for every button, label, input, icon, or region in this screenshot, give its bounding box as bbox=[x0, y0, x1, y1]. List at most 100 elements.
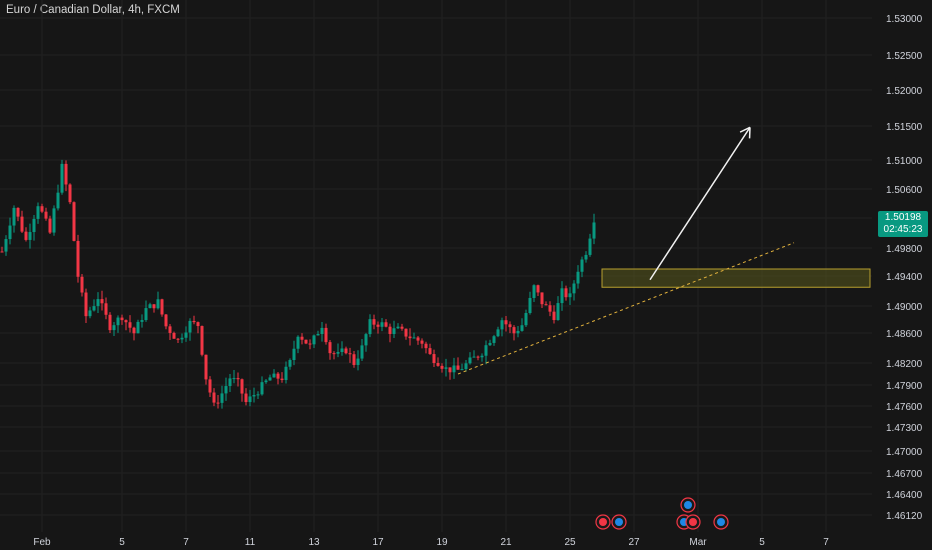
candle-body bbox=[416, 337, 420, 341]
y-tick-label: 1.47900 bbox=[886, 381, 923, 392]
candle-body bbox=[580, 259, 584, 272]
candle-body bbox=[48, 218, 52, 233]
x-tick-label: 19 bbox=[436, 537, 448, 548]
candle-body bbox=[284, 366, 288, 381]
y-tick-label: 1.50600 bbox=[886, 185, 923, 196]
x-tick-label: 7 bbox=[823, 537, 829, 548]
candle-body bbox=[72, 202, 76, 241]
candle-body bbox=[380, 322, 384, 327]
candle-body bbox=[128, 322, 132, 328]
candle-body bbox=[108, 314, 112, 331]
lightning-event-icon[interactable] bbox=[595, 514, 611, 530]
candle-body bbox=[408, 336, 412, 339]
candle-body bbox=[280, 378, 284, 381]
candle-body bbox=[196, 322, 200, 327]
candle-body bbox=[328, 342, 332, 354]
candle-body bbox=[264, 380, 268, 383]
candle-body bbox=[536, 285, 540, 293]
drawings[interactable] bbox=[457, 126, 795, 375]
candle-body bbox=[260, 382, 264, 395]
candle-body bbox=[404, 328, 408, 337]
x-tick-label: 21 bbox=[500, 537, 512, 548]
chart-title: Euro / Canadian Dollar, 4h, FXCM bbox=[6, 4, 180, 16]
candle-body bbox=[444, 367, 448, 369]
candle-body bbox=[464, 363, 468, 370]
x-tick-label: 13 bbox=[308, 537, 320, 548]
candle-body bbox=[572, 283, 576, 294]
candle-body bbox=[112, 325, 116, 331]
candle-body bbox=[524, 313, 528, 326]
candle-body bbox=[232, 378, 236, 380]
candle-body bbox=[376, 324, 380, 327]
candle-body bbox=[124, 320, 128, 323]
candle-body bbox=[8, 225, 12, 240]
event-dot bbox=[717, 518, 725, 526]
candle-body bbox=[144, 308, 148, 321]
candle-body bbox=[64, 163, 68, 185]
events[interactable] bbox=[595, 497, 729, 530]
candle-body bbox=[60, 163, 64, 193]
y-tick-label: 1.49400 bbox=[886, 272, 923, 283]
candle-body bbox=[588, 238, 592, 255]
candle-body bbox=[208, 379, 212, 393]
candle-body bbox=[172, 332, 176, 339]
candle-body bbox=[440, 365, 444, 369]
candle-body bbox=[352, 354, 356, 365]
candle-body bbox=[116, 317, 120, 326]
x-tick-label: 5 bbox=[119, 537, 125, 548]
candle-body bbox=[432, 354, 436, 363]
candle-body bbox=[40, 206, 44, 212]
candle-body bbox=[564, 288, 568, 298]
candle-body bbox=[80, 276, 84, 293]
candle-body bbox=[568, 293, 572, 298]
x-tick-label: 17 bbox=[372, 537, 384, 548]
candle-body bbox=[356, 358, 360, 365]
candle-body bbox=[56, 192, 60, 209]
candle-body bbox=[136, 321, 140, 334]
candle-body bbox=[368, 319, 372, 335]
candle-body bbox=[220, 393, 224, 403]
news-event-icon[interactable] bbox=[680, 497, 696, 513]
candle-body bbox=[476, 356, 480, 358]
supply-demand-zone[interactable] bbox=[601, 268, 871, 288]
candle-body bbox=[492, 336, 496, 343]
candle-body bbox=[516, 330, 520, 334]
trendline-dashed[interactable] bbox=[457, 242, 795, 375]
candle-body bbox=[32, 218, 36, 233]
candle-body bbox=[420, 340, 424, 344]
candle-body bbox=[312, 335, 316, 345]
news-event-icon[interactable] bbox=[713, 514, 729, 530]
candle-body bbox=[204, 354, 208, 380]
candle-body bbox=[392, 328, 396, 334]
candle-body bbox=[84, 292, 88, 317]
candle-body bbox=[164, 314, 168, 327]
candle-body bbox=[520, 325, 524, 331]
y-tick-label: 1.52000 bbox=[886, 86, 923, 97]
candle-body bbox=[512, 327, 516, 334]
candle-body bbox=[100, 299, 104, 304]
candle-body bbox=[348, 353, 352, 355]
y-tick-label: 1.51500 bbox=[886, 122, 923, 133]
candle-body bbox=[52, 208, 56, 233]
candle-body bbox=[552, 311, 556, 321]
candle-body bbox=[332, 353, 336, 355]
candle-body bbox=[292, 348, 296, 361]
x-tick-label: Feb bbox=[33, 537, 51, 548]
moon-event-icon[interactable] bbox=[685, 514, 701, 530]
zone-rectangle[interactable] bbox=[601, 268, 871, 288]
grid bbox=[0, 0, 872, 532]
axes: 1.53000 1.52500 1.52000 1.51500 1.51000 1.506… bbox=[33, 14, 922, 548]
y-tick-label: 1.46700 bbox=[886, 469, 923, 480]
candle-body bbox=[12, 207, 16, 226]
candle-body bbox=[288, 360, 292, 367]
x-tick-label: 11 bbox=[245, 537, 256, 548]
y-tick-label: 1.48200 bbox=[886, 359, 923, 370]
x-tick-label: 5 bbox=[759, 537, 765, 548]
news-event-icon[interactable] bbox=[611, 514, 627, 530]
x-tick-label: 27 bbox=[628, 537, 640, 548]
forecast-arrowhead[interactable] bbox=[739, 126, 751, 133]
forecast-arrow-line[interactable] bbox=[649, 126, 751, 281]
candle-body bbox=[200, 326, 204, 355]
y-tick-label: 1.46400 bbox=[886, 490, 923, 501]
